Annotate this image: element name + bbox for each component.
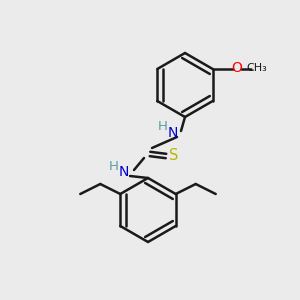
Text: H: H bbox=[158, 121, 168, 134]
Text: H: H bbox=[109, 160, 119, 172]
Text: CH₃: CH₃ bbox=[246, 63, 267, 73]
Text: O: O bbox=[231, 61, 242, 75]
Text: N: N bbox=[119, 165, 129, 179]
Text: S: S bbox=[169, 148, 179, 164]
Text: N: N bbox=[168, 126, 178, 140]
